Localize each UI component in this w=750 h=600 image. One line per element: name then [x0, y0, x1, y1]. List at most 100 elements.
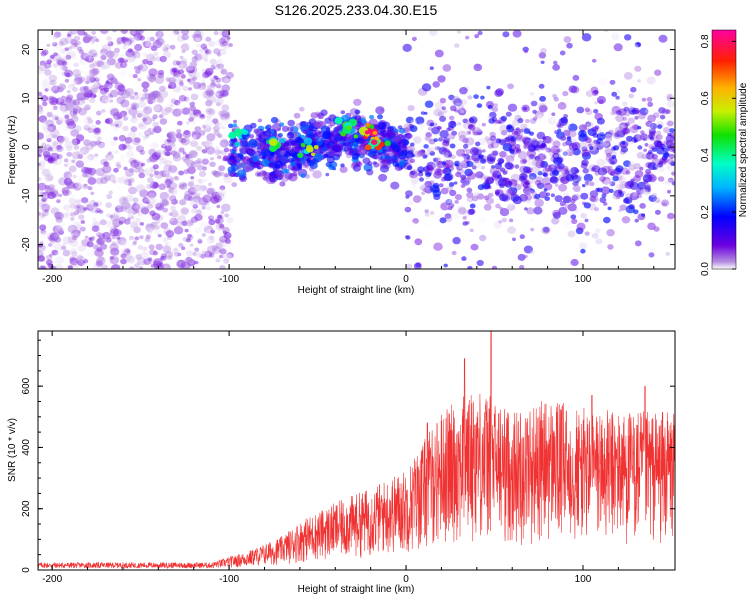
- spectrogram-point: [104, 98, 115, 107]
- spectrogram-point: [118, 216, 127, 224]
- spectrogram-point: [47, 175, 53, 181]
- spectrogram-point: [151, 117, 156, 122]
- spectrogram-point: [626, 135, 633, 142]
- spectrogram-point: [149, 166, 156, 172]
- spectrogram-point: [341, 142, 349, 149]
- spectrogram-point: [181, 74, 186, 78]
- spectrogram-point: [182, 236, 189, 242]
- spectrogram-point: [158, 114, 164, 120]
- spectrogram-point: [213, 75, 217, 79]
- spectrogram-point: [286, 138, 295, 146]
- spectrogram-point: [173, 150, 181, 158]
- spectrogram-point: [96, 232, 102, 238]
- spectrogram-point: [84, 95, 90, 101]
- spectrogram-point: [81, 166, 89, 174]
- spectrogram-point: [647, 114, 656, 123]
- spectrogram-point: [121, 90, 131, 99]
- spectrogram-point: [615, 165, 624, 173]
- spectrogram-point: [409, 221, 416, 228]
- spectrogram-point: [48, 264, 53, 269]
- spectrogram-point: [119, 57, 125, 63]
- spectrogram-point: [86, 204, 95, 211]
- spectrogram-point: [209, 187, 217, 194]
- spectrogram-point: [117, 155, 126, 164]
- spectrogram-point: [138, 172, 145, 179]
- spectrogram-point: [429, 122, 434, 127]
- spectrogram-point: [85, 197, 91, 203]
- spectrogram-point: [166, 78, 171, 83]
- spectrogram-point: [118, 143, 127, 151]
- spectrogram-point: [159, 43, 167, 50]
- spectrogram-point: [215, 242, 223, 249]
- spectrogram-point: [182, 85, 189, 91]
- spectrogram-point: [372, 161, 377, 165]
- spectrogram-point: [571, 218, 578, 224]
- spectrogram-point: [222, 155, 229, 161]
- spectrogram-point: [200, 229, 205, 233]
- spectrogram-point: [109, 226, 118, 234]
- spectrogram-point: [404, 235, 409, 239]
- spectrogram-point: [607, 165, 613, 171]
- spectrogram-point: [524, 140, 531, 147]
- spectrogram-point: [156, 97, 164, 104]
- spectrogram-point: [48, 54, 57, 63]
- spectrogram-point: [219, 171, 225, 177]
- spectrogram-point: [213, 251, 222, 259]
- spectrogram-point: [142, 246, 148, 251]
- spectrogram-point: [101, 109, 106, 113]
- spectrogram-point: [68, 165, 77, 173]
- spectrogram-point: [189, 149, 198, 157]
- spectrogram-point: [595, 228, 601, 233]
- spectrogram-point: [93, 81, 102, 89]
- spectrogram-point: [134, 263, 140, 268]
- spectrogram-point: [497, 120, 502, 124]
- spectrogram-point: [220, 67, 228, 74]
- spectrogram-point: [179, 208, 188, 216]
- spectrogram-point: [210, 77, 215, 82]
- spectrogram-point: [151, 128, 157, 133]
- spectrogram-point: [67, 236, 76, 244]
- spectrogram-point: [183, 196, 188, 201]
- spectrogram-point: [137, 100, 146, 108]
- spectrogram-point: [125, 114, 130, 119]
- spectrogram-point: [510, 153, 516, 159]
- spectrogram-point: [63, 178, 73, 186]
- spectrogram-point: [49, 80, 56, 86]
- spectrogram-point: [197, 238, 203, 243]
- spectrogram-point: [117, 57, 125, 64]
- spectrogram-point: [241, 129, 249, 135]
- spectrogram-point: [137, 77, 142, 82]
- spectrogram-point: [129, 95, 135, 100]
- spectrogram-point: [450, 105, 457, 112]
- spectrogram-point: [137, 65, 143, 71]
- spectrogram-point: [106, 73, 115, 81]
- spectrogram-point: [640, 135, 645, 140]
- spectrogram-point: [84, 57, 90, 62]
- spectrogram-point: [156, 34, 163, 40]
- spectrogram-point: [200, 149, 205, 153]
- spectrogram-point: [657, 124, 663, 129]
- spectrogram-point: [83, 89, 94, 98]
- spectrogram-point: [53, 184, 58, 189]
- spectrogram-point: [202, 90, 212, 99]
- spectrogram-point: [82, 90, 92, 98]
- spectrogram-point: [128, 186, 137, 195]
- spectrogram-point: [525, 118, 530, 124]
- spectrogram-point: [41, 79, 49, 85]
- spectrogram-point: [410, 119, 417, 125]
- spectrogram-point: [99, 95, 110, 104]
- spectrogram-point: [76, 46, 83, 52]
- spectrogram-point: [168, 165, 178, 173]
- spectrogram-point: [182, 183, 187, 187]
- spectrogram-point: [346, 125, 352, 130]
- spectrogram-point: [123, 178, 131, 185]
- spectrogram-point: [137, 263, 144, 269]
- spectrogram-point: [168, 182, 178, 190]
- spectrogram-point: [181, 246, 186, 250]
- spectrogram-point: [92, 217, 97, 222]
- spectrogram-point: [189, 179, 194, 184]
- spectrogram-point: [119, 53, 129, 61]
- spectrogram-point: [65, 190, 72, 196]
- spectrogram-point: [38, 255, 46, 262]
- spectrogram-point: [458, 135, 467, 142]
